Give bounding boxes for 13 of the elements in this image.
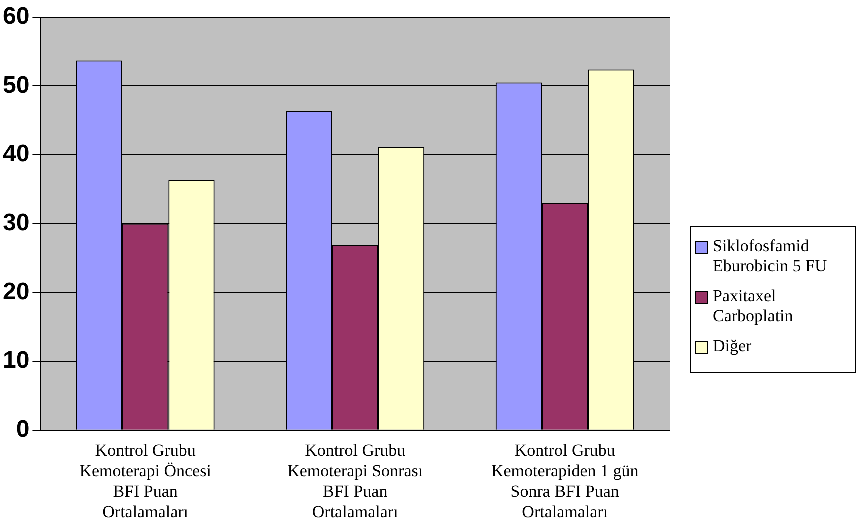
legend-label: Diğer <box>713 336 752 356</box>
y-tick-label: 30 <box>2 210 30 237</box>
legend-label: Paxitaxel Carboplatin <box>713 286 794 326</box>
y-tick-label: 0 <box>16 416 30 444</box>
y-tick-label: 50 <box>2 72 30 99</box>
x-tick-label: Kontrol Grubu Kemoterapi Öncesi BFI Puan Ortalamaları <box>80 441 212 522</box>
y-tick-label: 40 <box>2 140 30 168</box>
y-tick-label: 10 <box>2 347 30 374</box>
legend-label: Siklofosfamid Eburobicin 5 FU <box>713 236 828 276</box>
x-tick-label: Kontrol Grubu Kemoterapiden 1 gün Sonra BFI Puan Ortalamaları <box>491 441 640 522</box>
y-tick-label: 20 <box>2 278 30 306</box>
x-tick-label: Kontrol Grubu Kemoterapi Sonrası BFI Puan Ortalamaları <box>288 441 424 522</box>
y-tick-label: 60 <box>2 3 30 30</box>
